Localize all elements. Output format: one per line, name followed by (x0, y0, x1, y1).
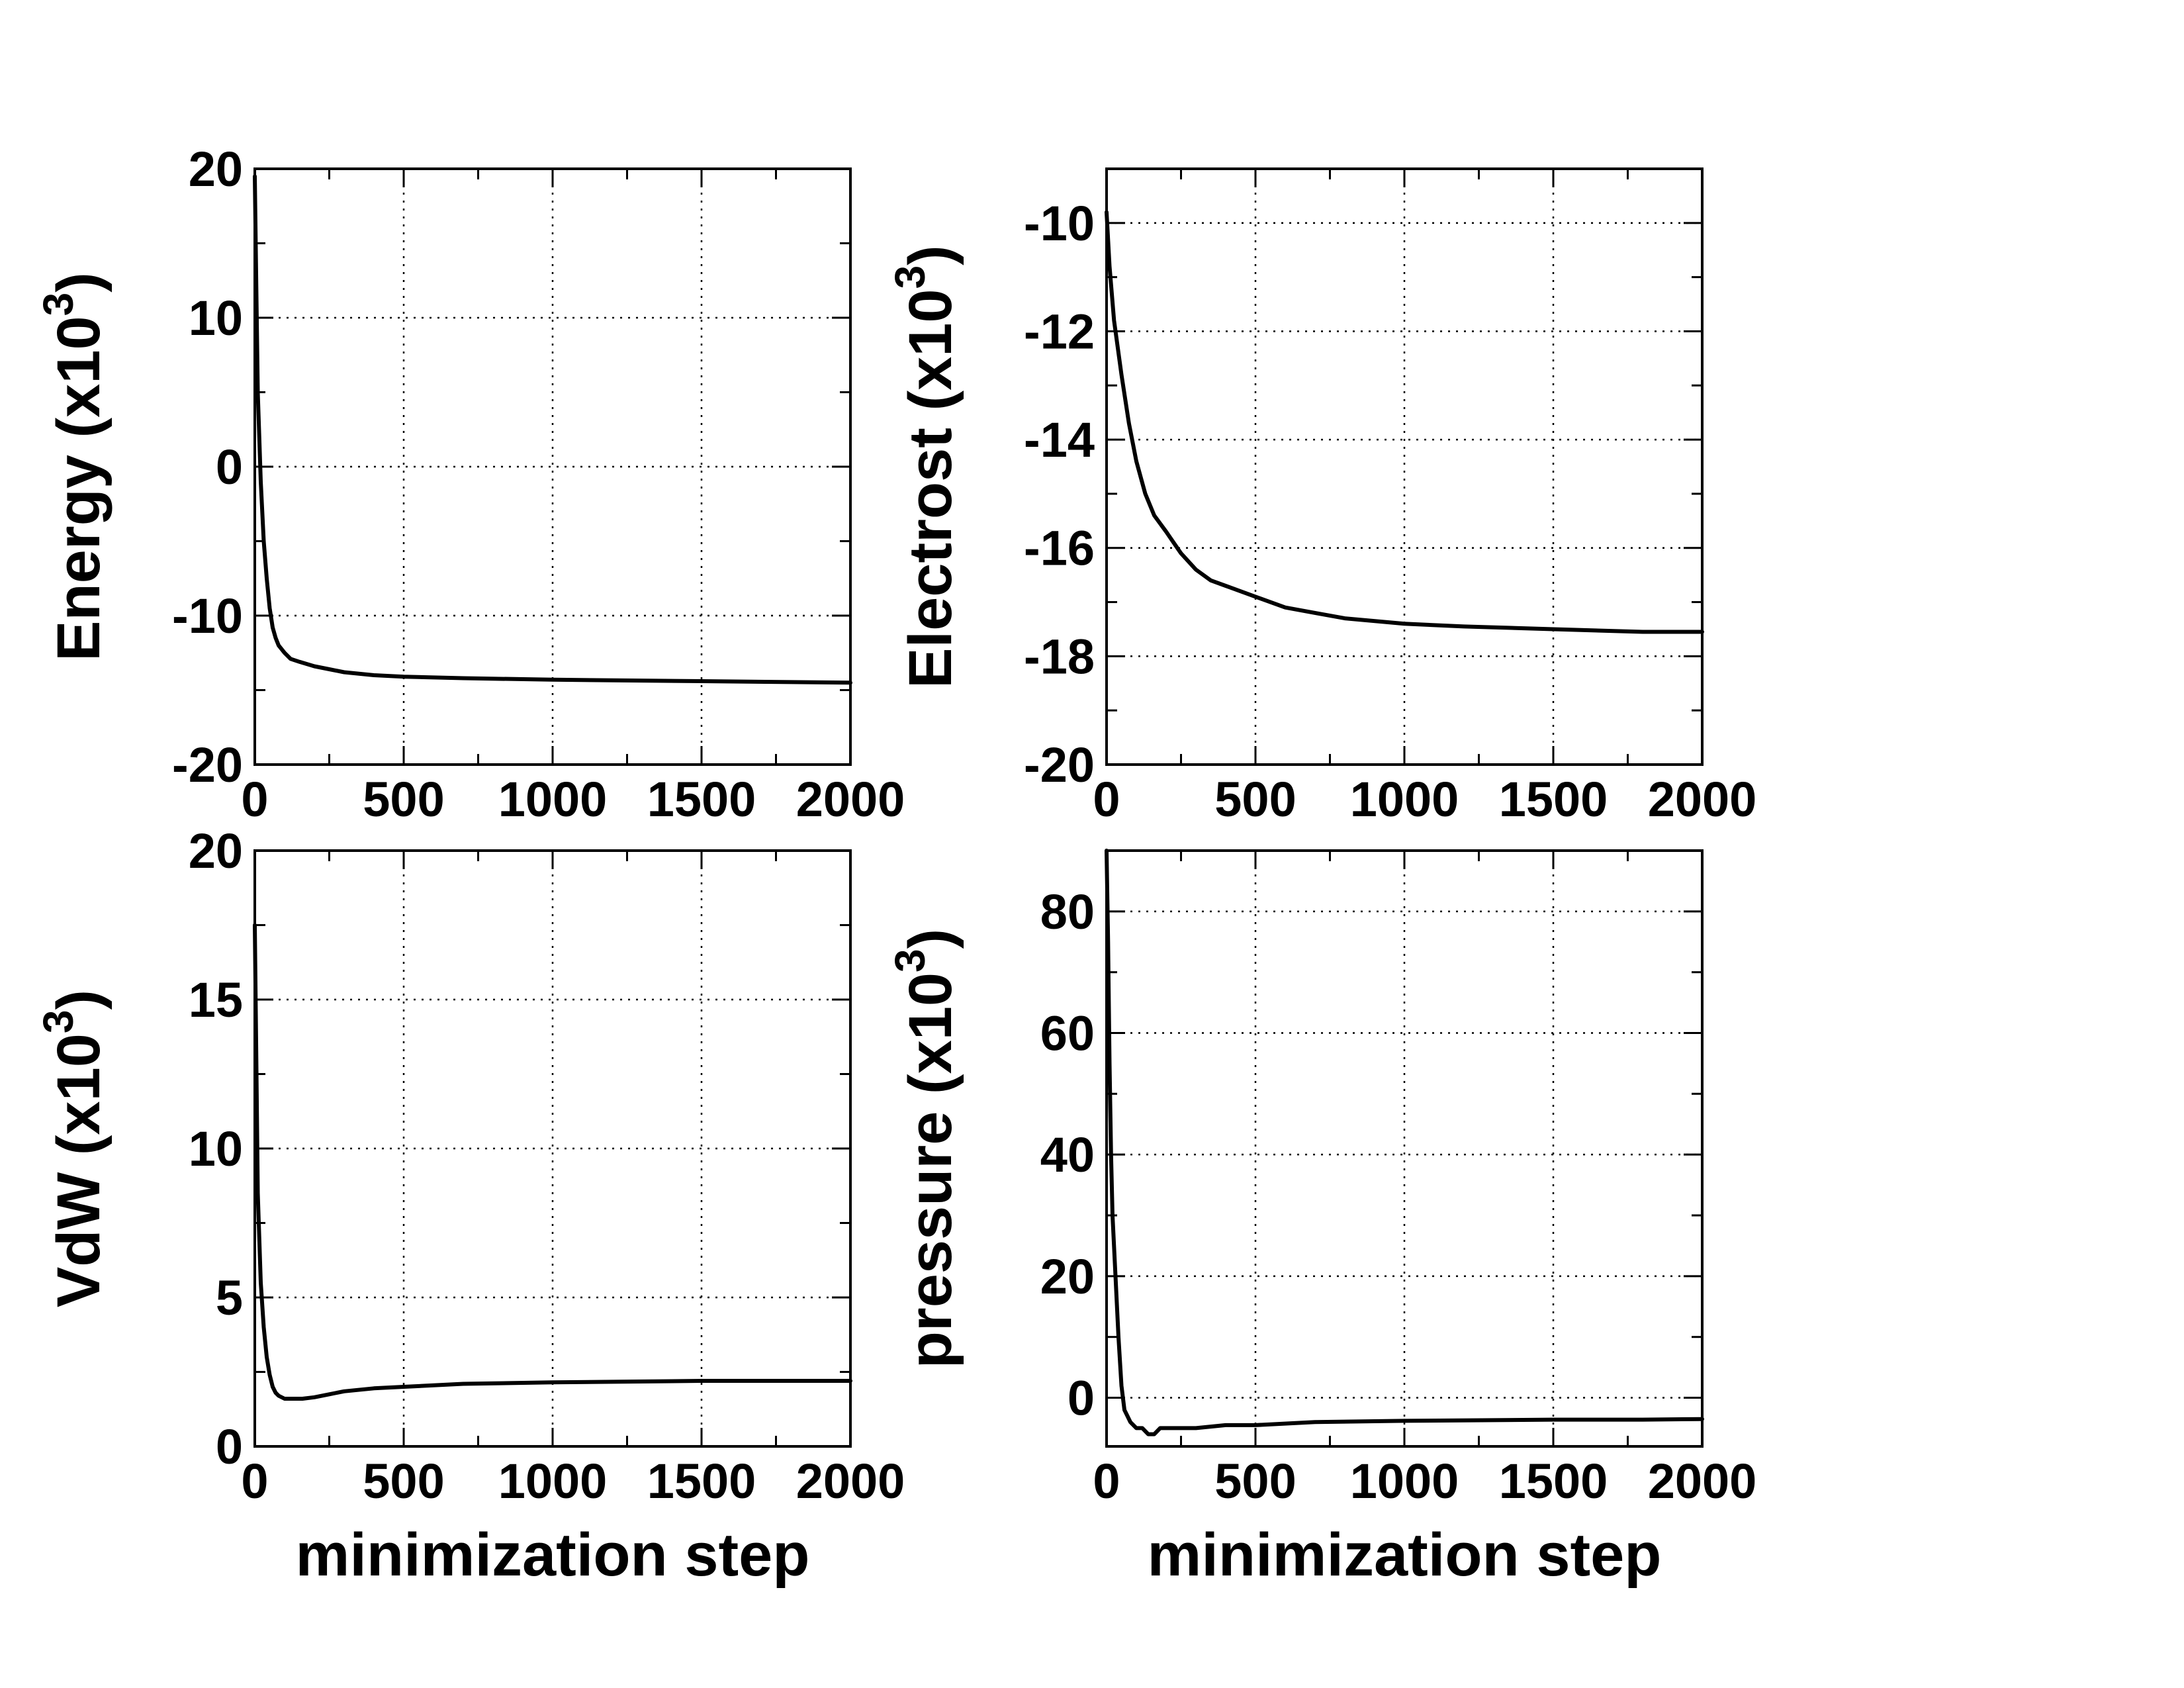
x-tick-label: 0 (241, 1454, 268, 1509)
x-tick-label: 500 (1214, 772, 1296, 827)
x-tick-label: 1000 (1350, 772, 1459, 827)
y-tick-label: -20 (172, 737, 243, 792)
y-tick-label: 40 (1040, 1127, 1095, 1182)
y-tick-label: 15 (189, 972, 243, 1027)
x-tick-label: 2000 (1648, 772, 1757, 827)
y-tick-label: -14 (1024, 412, 1095, 467)
x-tick-label: 1500 (647, 1454, 756, 1509)
x-tick-label: 1500 (1499, 1454, 1608, 1509)
y-tick-label: -18 (1024, 629, 1095, 684)
y-tick-label: 60 (1040, 1006, 1095, 1061)
y-tick-label: 10 (189, 291, 243, 346)
y-axis-label: VdW (x103) (34, 990, 113, 1307)
y-tick-label: 20 (189, 142, 243, 197)
x-tick-label: 1000 (498, 772, 608, 827)
y-tick-label: 0 (1068, 1371, 1095, 1426)
x-tick-label: 500 (363, 772, 444, 827)
x-tick-label: 2000 (1648, 1454, 1757, 1509)
x-tick-label: 0 (1093, 772, 1120, 827)
plot-frame (1105, 167, 1704, 766)
y-tick-label: 20 (1040, 1249, 1095, 1304)
series-line (253, 174, 852, 685)
y-tick-label: -10 (1024, 196, 1095, 251)
plot-frame (253, 167, 852, 766)
y-axis-label: pressure (x103) (886, 929, 964, 1369)
x-axis-label: minimization step (1148, 1521, 1662, 1589)
plot-frame (253, 849, 852, 1448)
y-tick-label: -16 (1024, 521, 1095, 576)
y-axis-label: Electrost (x103) (886, 245, 964, 688)
chart-panel-top-right: 0 500 1000 1500 2000 -10 -12 -14 -16 -18 -20 Electr… (886, 167, 1757, 827)
x-tick-label: 0 (1093, 1454, 1120, 1509)
y-tick-label: 10 (189, 1121, 243, 1176)
y-tick-label: -10 (172, 588, 243, 643)
y-tick-label: 0 (216, 440, 243, 494)
x-tick-label: 500 (363, 1454, 444, 1509)
series-line (1105, 849, 1704, 1436)
chart-panel-top-left: 0 500 1000 1500 2000 20 10 0 -10 -20 Energy (x103) (34, 142, 905, 827)
y-tick-label: -12 (1024, 304, 1095, 359)
x-tick-label: 1500 (1499, 772, 1608, 827)
x-tick-label: 0 (241, 772, 268, 827)
x-tick-label: 2000 (796, 1454, 905, 1509)
chart-panel-bottom-left: 0 500 1000 1500 2000 20 15 10 5 0 VdW (x103) minimi… (34, 823, 905, 1589)
series-line (253, 923, 852, 1401)
plot-frame (1105, 849, 1704, 1448)
chart-panel-bottom-right: 0 500 1000 1500 2000 80 60 40 20 0 pressure (x103)… (886, 849, 1757, 1589)
series-line (1105, 210, 1704, 634)
y-tick-label: 5 (216, 1270, 243, 1325)
x-axis-label: minimization step (296, 1521, 810, 1589)
x-tick-label: 1000 (1350, 1454, 1459, 1509)
x-tick-label: 1000 (498, 1454, 608, 1509)
y-axis-label: Energy (x103) (34, 272, 113, 661)
y-tick-label: 80 (1040, 884, 1095, 939)
y-tick-label: 20 (189, 823, 243, 878)
x-tick-label: 2000 (796, 772, 905, 827)
x-tick-label: 1500 (647, 772, 756, 827)
y-tick-label: 0 (216, 1419, 243, 1474)
y-tick-label: -20 (1024, 737, 1095, 792)
x-tick-label: 500 (1214, 1454, 1296, 1509)
